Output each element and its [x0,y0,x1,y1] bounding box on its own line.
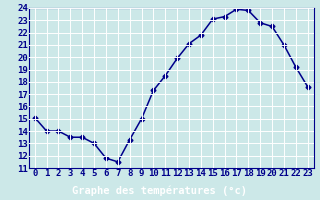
Text: Graphe des températures (°c): Graphe des températures (°c) [73,186,247,196]
